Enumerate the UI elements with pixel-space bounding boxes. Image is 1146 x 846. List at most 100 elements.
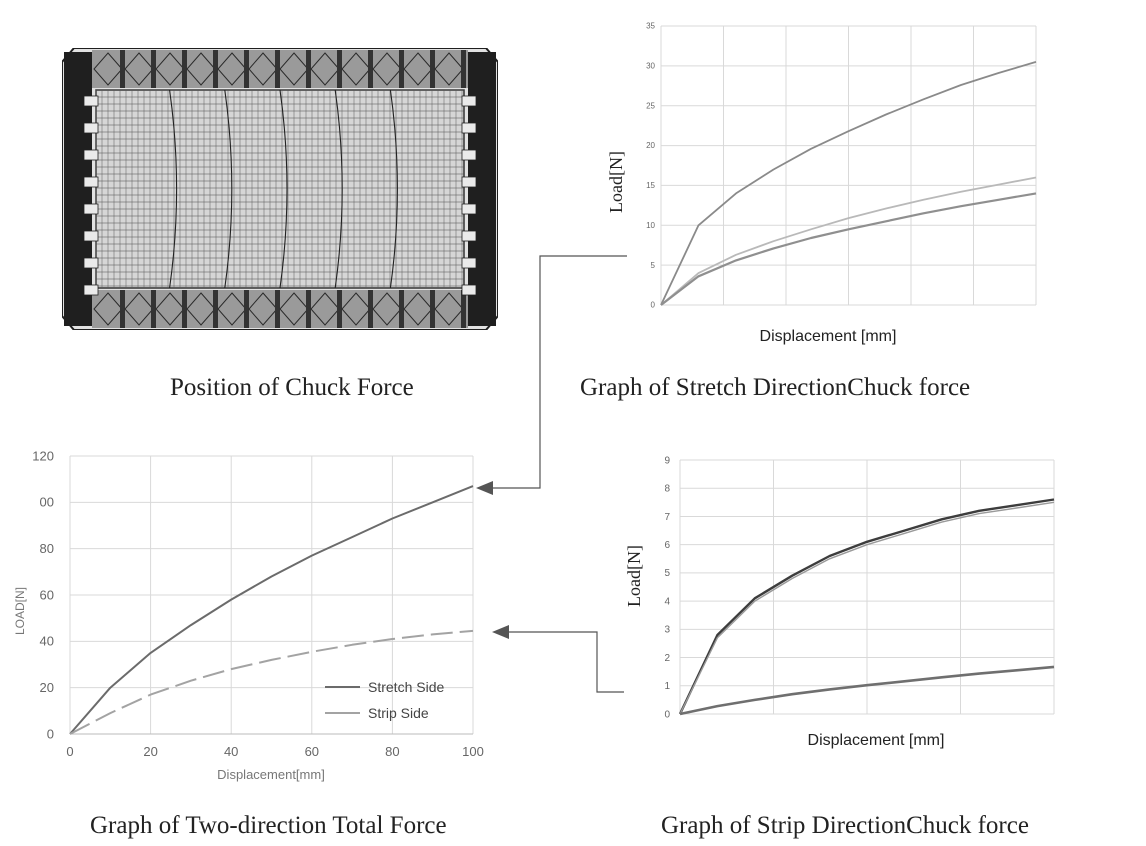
- mesh-band-cell: [217, 52, 247, 86]
- mesh-band-divider: [182, 290, 187, 328]
- mesh-band-divider: [368, 50, 373, 88]
- mesh-side-notch: [83, 284, 99, 296]
- mesh-band-divider: [244, 50, 249, 88]
- mesh-side-notch: [83, 149, 99, 161]
- mesh-deform-line: [279, 89, 288, 289]
- mesh-band-cell: [124, 292, 154, 326]
- total-force-chart: 0 20 40 60 80 00 120 0 20 40 60 80 100 LOAD[N] Disp…: [13, 448, 484, 782]
- total-x-axis-label: Displacement[mm]: [217, 767, 325, 782]
- stretch-grid: [660, 25, 1037, 306]
- strip-y-tick-label: 1: [664, 681, 670, 692]
- strip-series: [678, 498, 1055, 716]
- total-legend: Stretch Side Strip Side: [325, 679, 444, 721]
- mesh-band-divider: [275, 50, 280, 88]
- mesh-band-divider: [213, 290, 218, 328]
- caption-total-chart: Graph of Two-direction Total Force: [90, 812, 447, 839]
- strip-y-ticks: 0 1 2 3 4 5 6 7 8 9: [664, 455, 670, 720]
- caption-chuck-position: Position of Chuck Force: [170, 374, 414, 401]
- mesh-band-cell: [341, 292, 371, 326]
- stretch-y-tick-label: 25: [646, 101, 655, 110]
- strip-direction-chart: 0 1 2 3 4 5 6 7 8 9 Load[N] Displacement [mm]: [624, 455, 1055, 749]
- total-grid: [69, 455, 474, 735]
- mesh-deform-line: [334, 89, 343, 289]
- mesh-side-notch: [83, 176, 99, 188]
- total-series-line-2: [69, 629, 474, 735]
- mesh-band-cell: [186, 292, 216, 326]
- mesh-band-divider: [244, 290, 249, 328]
- mesh-side-notch: [461, 122, 477, 134]
- stretch-y-tick-label: 20: [646, 141, 655, 150]
- total-series-line-1: [69, 485, 474, 735]
- mesh-band-cell: [403, 52, 433, 86]
- stretch-y-tick-label: 10: [646, 221, 655, 230]
- mesh-band-divider: [461, 50, 466, 88]
- mesh-side-notch: [461, 149, 477, 161]
- total-y-ticks: 0 20 40 60 80 00 120: [32, 448, 54, 741]
- strip-series-line-2: [679, 501, 1055, 715]
- total-y-tick-label: 40: [40, 634, 54, 649]
- caption-strip-chart: Graph of Strip DirectionChuck force: [661, 812, 1029, 839]
- strip-series-line-3: [679, 665, 1055, 716]
- strip-grid: [679, 459, 1055, 715]
- mesh-band-cell: [248, 52, 278, 86]
- mesh-figure: [62, 48, 498, 330]
- total-x-tick-label: 60: [305, 744, 319, 759]
- connector-strip-to-total: [508, 631, 624, 693]
- total-y-tick-label: 120: [32, 448, 54, 463]
- mesh-band-divider: [120, 290, 125, 328]
- strip-y-tick-label: 2: [664, 653, 670, 664]
- mesh-band-cell: [93, 52, 123, 86]
- total-y-axis-label: LOAD[N]: [13, 587, 27, 635]
- legend-label-strip: Strip Side: [368, 705, 429, 721]
- mesh-band-divider: [275, 290, 280, 328]
- total-y-tick-label: 20: [40, 680, 54, 695]
- total-x-ticks: 0 20 40 60 80 100: [66, 744, 483, 759]
- stretch-y-tick-label: 30: [646, 62, 655, 71]
- total-y-tick-label: 80: [40, 541, 54, 556]
- mesh-deform-line: [169, 89, 178, 289]
- mesh-band-divider: [430, 50, 435, 88]
- strip-y-tick-label: 4: [664, 596, 670, 607]
- mesh-band-divider: [399, 50, 404, 88]
- mesh-band-divider: [368, 290, 373, 328]
- stretch-direction-chart: 0 5 10 15 20 25 30 35 Load[N] Displacement [mm]: [606, 22, 1037, 345]
- mesh-band-divider: [461, 290, 466, 328]
- stretch-x-axis-label: Displacement [mm]: [760, 328, 897, 345]
- stretch-y-ticks: 0 5 10 15 20 25 30 35: [646, 22, 655, 310]
- stretch-series-line-3: [660, 192, 1037, 306]
- strip-y-tick-label: 8: [664, 484, 670, 495]
- strip-y-tick-label: 7: [664, 512, 670, 523]
- mesh-band-cell: [372, 52, 402, 86]
- legend-label-stretch: Stretch Side: [368, 679, 444, 695]
- mesh-side-notch: [83, 95, 99, 107]
- mesh-band-divider: [213, 50, 218, 88]
- strip-series-line-1: [678, 498, 1055, 715]
- mesh-band-divider: [151, 290, 156, 328]
- total-y-tick-label: 60: [40, 587, 54, 602]
- stretch-series-line-1: [660, 61, 1037, 306]
- mesh-side-notch: [461, 95, 477, 107]
- mesh-band-divider: [337, 290, 342, 328]
- mesh-band-cell: [341, 52, 371, 86]
- mesh-side-notch: [83, 122, 99, 134]
- mesh-band-cell: [279, 52, 309, 86]
- mesh-side-notch: [461, 176, 477, 188]
- mesh-band-cell: [217, 292, 247, 326]
- mesh-band-divider: [151, 50, 156, 88]
- mesh-band-cell: [434, 292, 464, 326]
- mesh-side-notch: [83, 230, 99, 242]
- strip-x-axis-label: Displacement [mm]: [808, 732, 945, 749]
- mesh-band-divider: [399, 290, 404, 328]
- mesh-side-notch: [461, 203, 477, 215]
- strip-y-axis-label: Load[N]: [624, 545, 644, 607]
- stretch-y-tick-label: 0: [651, 301, 656, 310]
- stretch-y-axis-label: Load[N]: [606, 151, 626, 213]
- total-series: [69, 485, 474, 735]
- total-x-tick-label: 100: [462, 744, 484, 759]
- strip-y-tick-label: 6: [664, 540, 670, 551]
- mesh-band-cell: [310, 292, 340, 326]
- mesh-side-notch: [83, 257, 99, 269]
- total-x-tick-label: 40: [224, 744, 238, 759]
- mesh-deform-line: [389, 89, 398, 289]
- strip-y-tick-label: 9: [664, 455, 670, 466]
